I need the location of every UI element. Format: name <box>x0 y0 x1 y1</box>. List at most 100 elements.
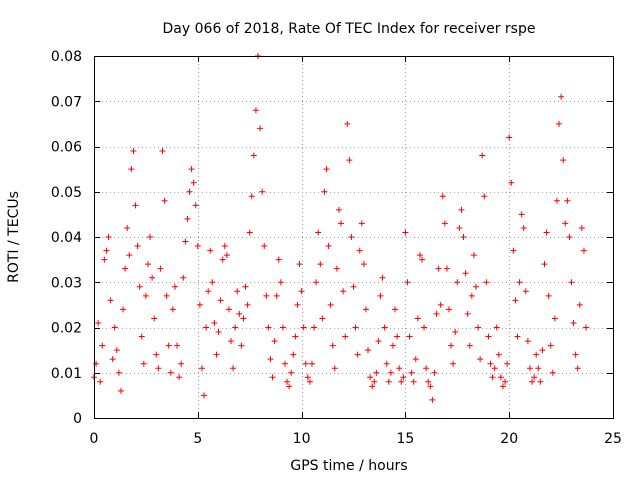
data-point <box>578 224 585 231</box>
data-point <box>435 265 442 272</box>
data-point <box>269 374 276 381</box>
data-point <box>230 365 237 372</box>
data-point <box>448 342 455 349</box>
data-point <box>385 378 392 385</box>
data-point <box>539 347 546 354</box>
data-point <box>302 360 309 367</box>
data-point <box>450 360 457 367</box>
data-point <box>402 229 409 236</box>
data-point <box>331 365 338 372</box>
data-point <box>483 279 490 286</box>
data-point <box>564 197 571 204</box>
data-point <box>315 229 322 236</box>
data-point <box>387 369 394 376</box>
data-point <box>566 234 573 240</box>
data-point <box>120 306 127 313</box>
data-point <box>122 265 129 272</box>
axis-ticks <box>94 56 614 419</box>
data-point <box>126 252 133 259</box>
data-point <box>147 234 154 240</box>
data-point <box>273 292 280 299</box>
y-axis-label: ROTI / TECUs <box>6 191 22 283</box>
data-point <box>261 243 268 250</box>
data-point <box>464 310 471 317</box>
data-point <box>180 274 187 281</box>
data-point <box>460 234 467 240</box>
data-point <box>288 369 295 376</box>
data-point <box>481 193 488 200</box>
data-point <box>306 378 313 385</box>
data-points <box>91 53 590 403</box>
data-point <box>217 297 224 304</box>
y-tick-label: 0.01 <box>51 366 82 382</box>
data-point <box>379 274 386 281</box>
data-point <box>292 333 299 340</box>
data-point <box>545 292 552 299</box>
data-point <box>572 351 579 358</box>
data-point <box>373 369 380 376</box>
data-point <box>142 292 149 299</box>
y-tick-labels: 0 0.01 0.02 0.03 0.04 0.05 0.06 0.07 0.08 <box>51 49 82 427</box>
y-tick-label: 0.03 <box>51 275 82 291</box>
data-point <box>346 157 353 164</box>
x-tick-label: 0 <box>90 431 99 447</box>
data-point <box>535 365 542 372</box>
data-point <box>580 247 587 254</box>
data-point <box>522 288 529 295</box>
y-tick-label: 0.02 <box>51 321 82 337</box>
x-tick-label: 25 <box>604 431 622 447</box>
data-point <box>437 301 444 308</box>
data-point <box>508 179 515 186</box>
x-tick-labels: 0 5 10 15 20 25 <box>90 431 622 447</box>
data-point <box>167 369 174 376</box>
y-tick-label: 0 <box>73 411 82 427</box>
data-point <box>423 365 430 372</box>
data-point <box>568 279 575 286</box>
data-point <box>182 238 189 245</box>
data-point <box>308 360 315 367</box>
data-point <box>396 365 403 372</box>
data-point <box>151 315 158 322</box>
data-point <box>518 211 525 218</box>
data-point <box>454 279 461 286</box>
data-point <box>441 220 448 227</box>
data-point <box>398 378 405 385</box>
data-point <box>562 220 569 227</box>
data-point <box>234 288 241 295</box>
x-tick-label: 15 <box>396 431 414 447</box>
data-point <box>238 342 245 349</box>
data-point <box>404 279 411 286</box>
data-point <box>556 120 563 127</box>
data-point <box>514 333 521 340</box>
data-point <box>485 333 492 340</box>
data-point <box>547 342 554 349</box>
data-point <box>472 283 479 290</box>
data-point <box>304 374 311 381</box>
data-point <box>105 234 112 240</box>
data-point <box>290 351 297 358</box>
data-point <box>294 301 301 308</box>
data-point <box>427 383 434 390</box>
data-point <box>416 252 423 259</box>
data-point <box>252 107 259 114</box>
data-point <box>475 324 482 331</box>
data-point <box>111 324 118 331</box>
data-point <box>240 315 247 322</box>
x-tick-label: 10 <box>293 431 311 447</box>
data-point <box>225 306 232 313</box>
data-point <box>333 265 340 272</box>
data-point <box>360 261 367 268</box>
data-point <box>549 369 556 376</box>
data-point <box>130 148 137 155</box>
data-point <box>389 342 396 349</box>
data-point <box>281 360 288 367</box>
data-point <box>468 292 475 299</box>
y-tick-label: 0.05 <box>51 185 82 201</box>
data-point <box>551 315 558 322</box>
data-point <box>174 342 181 349</box>
data-point <box>439 193 446 200</box>
data-point <box>375 338 382 345</box>
chart-title: Day 066 of 2018, Rate Of TEC Index for r… <box>163 21 536 37</box>
data-point <box>107 297 114 304</box>
